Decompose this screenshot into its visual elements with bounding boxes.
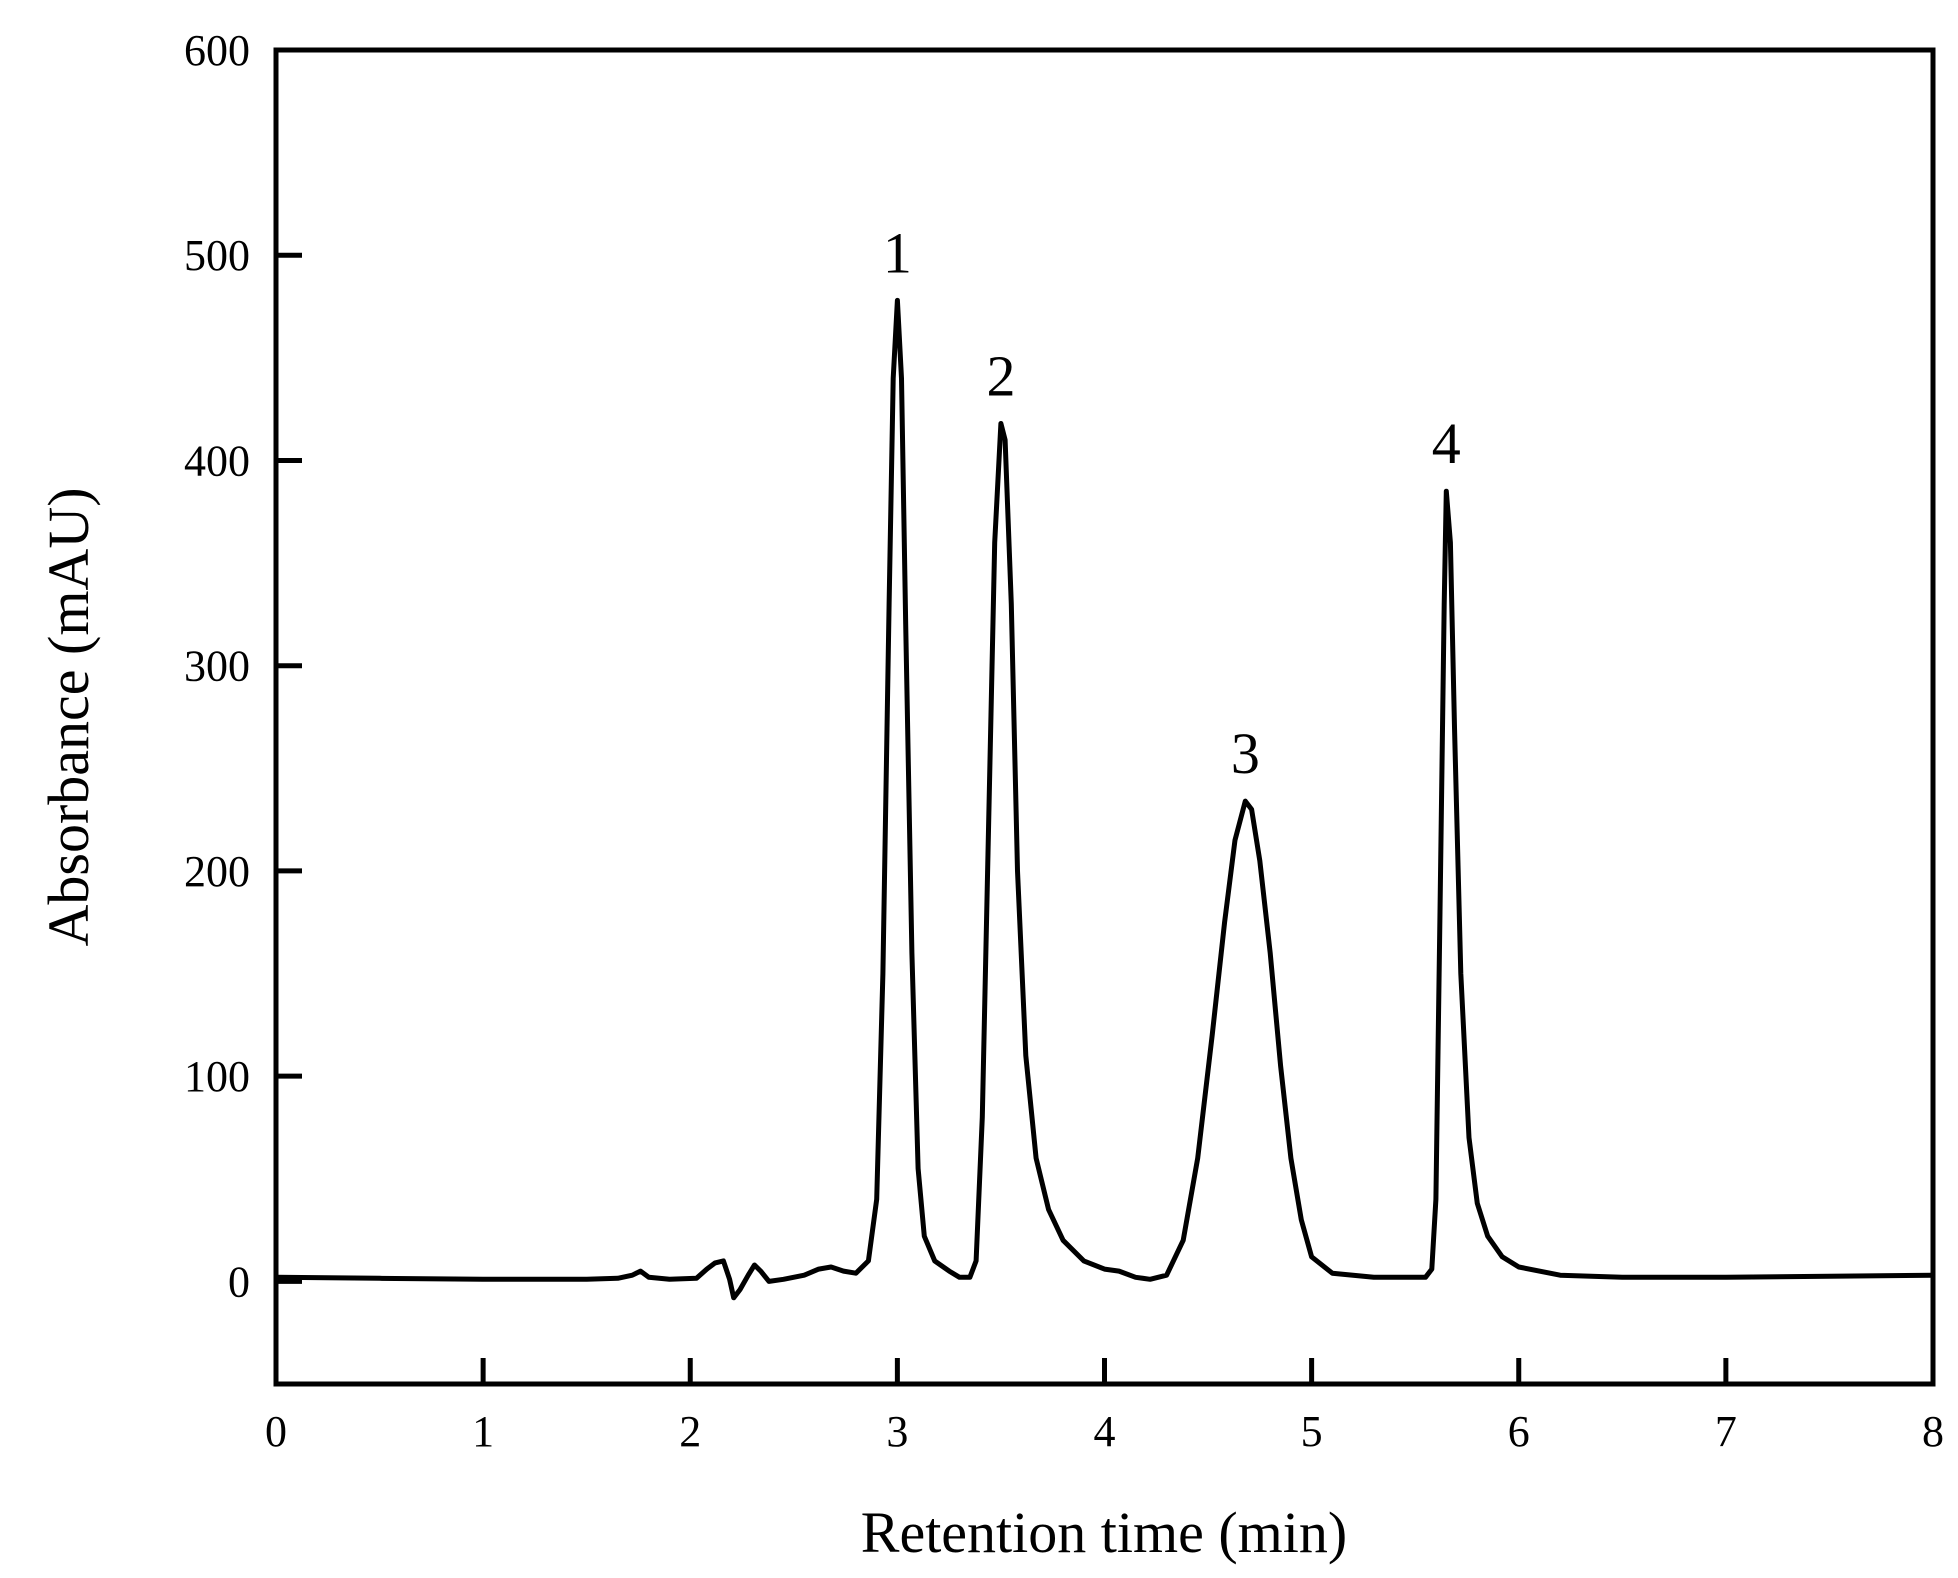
y-axis-title: Absorbance (mAU) [36, 487, 101, 946]
plot-frame [273, 47, 1936, 1387]
y-axis-ticks: 0 100 200 300 400 500 600 [184, 26, 302, 1306]
x-tick-label: 8 [1922, 1407, 1944, 1456]
x-axis-ticks: 0 1 2 3 4 5 6 7 8 [265, 1358, 1944, 1456]
y-tick-label: 0 [228, 1257, 250, 1306]
x-tick-label: 7 [1715, 1407, 1737, 1456]
y-tick-label: 300 [184, 642, 250, 691]
y-tick-label: 400 [184, 436, 250, 485]
peak-label: 1 [883, 220, 912, 285]
y-tick-label: 200 [184, 847, 250, 896]
x-axis-title: Retention time (min) [861, 1500, 1347, 1565]
x-tick-label: 5 [1301, 1407, 1323, 1456]
peak-label: 4 [1432, 411, 1461, 476]
x-tick-label: 0 [265, 1407, 287, 1456]
x-tick-label: 6 [1508, 1407, 1530, 1456]
y-tick-label: 100 [184, 1052, 250, 1101]
y-tick-label: 600 [184, 26, 250, 75]
x-tick-label: 3 [886, 1407, 908, 1456]
y-tick-label: 500 [184, 231, 250, 280]
peak-label: 2 [986, 344, 1015, 409]
peak-label: 3 [1231, 721, 1260, 786]
x-tick-label: 2 [679, 1407, 701, 1456]
peak-labels: 1 2 3 4 [883, 220, 1461, 786]
x-tick-label: 4 [1094, 1407, 1116, 1456]
chromatogram-line [273, 297, 1936, 1301]
x-tick-label: 1 [472, 1407, 494, 1456]
